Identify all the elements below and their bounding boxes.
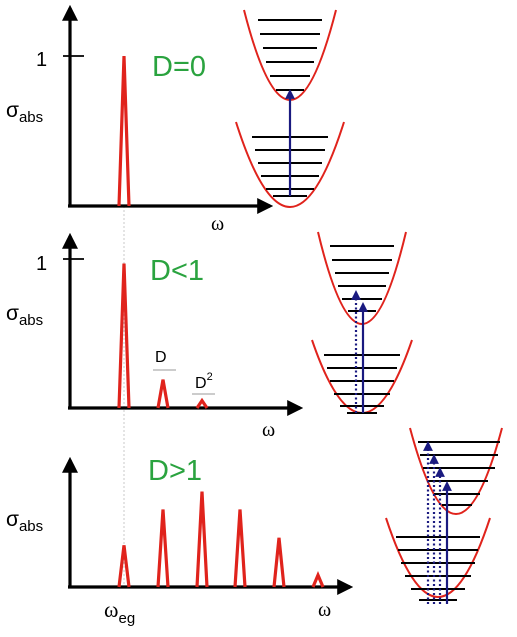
p2-potential-diagram (311, 231, 413, 414)
p1-peaks (117, 55, 131, 207)
panel-d-less-1: 1 σabs ω D<1 D D2 (6, 231, 413, 441)
p2-tick-label: 1 (36, 253, 47, 275)
p2-peak-1 (117, 263, 131, 409)
p2-peak-label-d: D (155, 349, 167, 366)
p1-potential-diagram (235, 9, 345, 208)
p3-potential-diagram (385, 427, 503, 604)
p3-peak-6 (311, 570, 325, 588)
p1-x-label: ω (211, 213, 224, 235)
p1-excited-well (243, 9, 337, 101)
panel-d-greater-1: σabs ω D>1 ωeg (6, 427, 503, 627)
p2-peak-label-d2: D2 (195, 371, 213, 392)
p2-peak-3 (195, 397, 209, 409)
p1-regime-label: D=0 (152, 51, 206, 83)
p2-regime-label: D<1 (150, 255, 204, 287)
p2-peak-2 (156, 379, 170, 409)
p3-regime-label: D>1 (148, 455, 202, 487)
p3-peak-4 (233, 509, 247, 588)
p3-y-label: σabs (6, 508, 43, 535)
panel-d0: 1 σabs ω D=0 (6, 4, 345, 235)
p3-peak-2 (156, 509, 170, 588)
p3-peak-1 (117, 545, 131, 588)
p2-x-label: ω (262, 419, 275, 441)
p3-ground-well (385, 517, 491, 598)
p1-y-label: σabs (6, 99, 43, 126)
p3-peaks (117, 491, 325, 588)
p2-y-label: σabs (6, 302, 43, 329)
p2-peaks (117, 263, 209, 409)
p3-peak-5 (272, 537, 286, 588)
p3-excited-well (409, 427, 503, 515)
p3-peak-3 (195, 491, 209, 588)
omega-eg-label: ωeg (104, 597, 135, 627)
p1-tick-label: 1 (36, 49, 47, 71)
p3-x-label: ω (318, 599, 331, 621)
p1-ground-well (235, 121, 345, 208)
p1-peak-1 (117, 55, 131, 207)
